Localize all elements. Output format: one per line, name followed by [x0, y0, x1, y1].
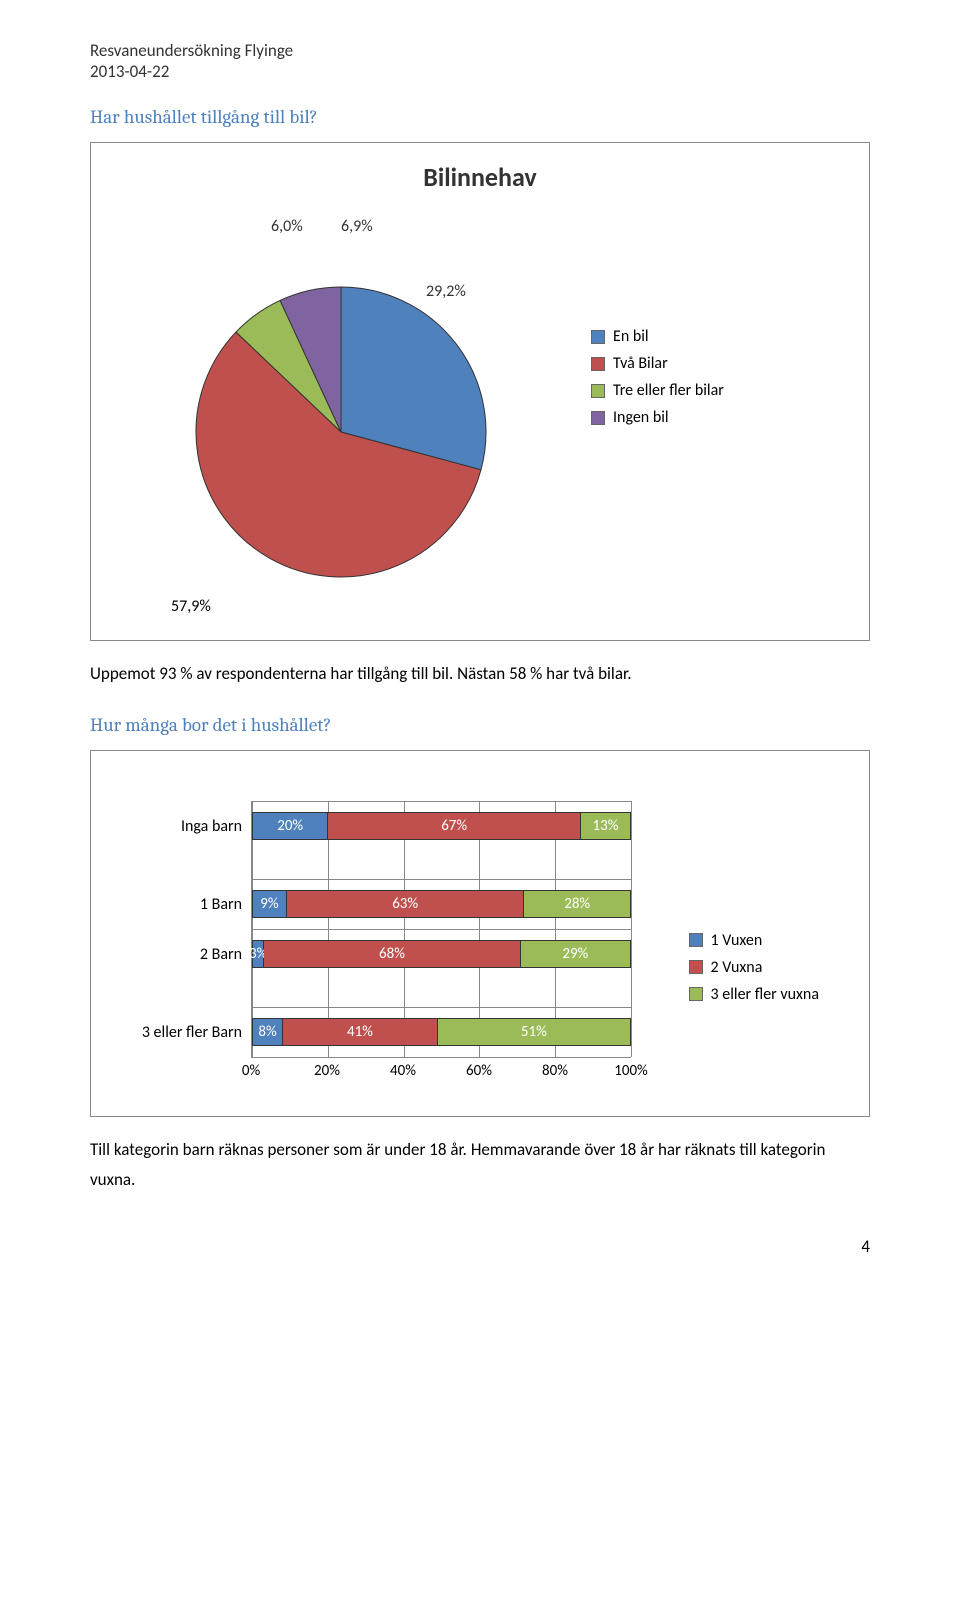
bar-row-1-barn: 1 Barn 9%63%28%	[252, 879, 631, 929]
bar-segment: 68%	[264, 941, 520, 967]
swatch-icon	[689, 987, 703, 1001]
section2-heading: Hur många bor det i hushållet?	[90, 714, 870, 736]
legend-ingen-bil: Ingen bil	[591, 408, 724, 427]
legend-tre-eller-fler: Tre eller fler bilar	[591, 381, 724, 400]
legend-2-vuxna: 2 Vuxna	[689, 958, 819, 977]
bar-row-inga-barn: Inga barn 20%67%13%	[252, 801, 631, 851]
stacked-bar: 9%63%28%	[252, 890, 631, 918]
bar-row-3-fler-barn: 3 eller fler Barn 8%41%51%	[252, 1007, 631, 1057]
swatch-icon	[591, 384, 605, 398]
doc-header: Resvaneundersökning Flyinge 2013-04-22	[90, 40, 870, 82]
bar-segment: 8%	[253, 1019, 283, 1045]
legend-label: Ingen bil	[613, 408, 669, 427]
header-date: 2013-04-22	[90, 61, 870, 82]
legend-tva-bilar: Två Bilar	[591, 354, 724, 373]
legend-label: Två Bilar	[613, 354, 668, 373]
swatch-icon	[591, 357, 605, 371]
x-tick: 80%	[542, 1062, 568, 1080]
pie-chart-title: Bilinnehav	[121, 161, 839, 193]
bar-chart-box: Inga barn 20%67%13% 1 Barn 9%63%28% 2 Ba…	[90, 750, 870, 1117]
pie-chart-box: Bilinnehav 6,0% 6,9% 29,2% En bil Två Bi…	[90, 142, 870, 641]
legend-3-fler-vuxna: 3 eller fler vuxna	[689, 985, 819, 1004]
x-tick: 40%	[390, 1062, 416, 1080]
bar-segment: 51%	[438, 1019, 630, 1045]
bar-cat-label: 1 Barn	[122, 895, 242, 914]
bar-segment: 41%	[283, 1019, 438, 1045]
bar-segment: 67%	[328, 813, 581, 839]
bar-legend: 1 Vuxen 2 Vuxna 3 eller fler vuxna	[689, 931, 819, 1012]
swatch-icon	[591, 330, 605, 344]
swatch-icon	[689, 933, 703, 947]
bar-cat-label: Inga barn	[122, 817, 242, 836]
bar-segment: 13%	[581, 813, 630, 839]
x-tick: 20%	[314, 1062, 340, 1080]
legend-label: 3 eller fler vuxna	[711, 985, 819, 1004]
section1-body: Uppemot 93 % av respondenterna har tillg…	[90, 659, 870, 690]
legend-en-bil: En bil	[591, 327, 724, 346]
bar-segment: 63%	[287, 891, 525, 917]
pie-label-29-2: 29,2%	[426, 282, 466, 301]
pie-label-6-0: 6,0%	[271, 217, 303, 236]
swatch-icon	[591, 411, 605, 425]
pie-chart: 6,0% 6,9% 29,2%	[151, 207, 531, 587]
x-tick: 60%	[466, 1062, 492, 1080]
x-axis: 0% 20% 40% 60% 80% 100%	[251, 1058, 631, 1086]
page-number: 4	[90, 1236, 870, 1257]
section1-heading: Har hushållet tillgång till bil?	[90, 106, 870, 128]
legend-1-vuxen: 1 Vuxen	[689, 931, 819, 950]
bar-chart: Inga barn 20%67%13% 1 Barn 9%63%28% 2 Ba…	[251, 801, 631, 1058]
stacked-bar: 8%41%51%	[252, 1018, 631, 1046]
bar-row-2-barn: 2 Barn 3%68%29%	[252, 929, 631, 979]
pie-label-6-9: 6,9%	[341, 217, 373, 236]
legend-label: 2 Vuxna	[711, 958, 763, 977]
stacked-bar: 20%67%13%	[252, 812, 631, 840]
pie-legend: En bil Två Bilar Tre eller fler bilar In…	[591, 327, 724, 435]
bar-cat-label: 3 eller fler Barn	[122, 1023, 242, 1042]
bar-segment: 28%	[524, 891, 630, 917]
legend-label: Tre eller fler bilar	[613, 381, 724, 400]
bar-cat-label: 2 Barn	[122, 945, 242, 964]
x-tick: 0%	[242, 1062, 260, 1080]
bar-segment: 20%	[253, 813, 328, 839]
bar-segment: 9%	[253, 891, 287, 917]
legend-label: En bil	[613, 327, 649, 346]
stacked-bar: 3%68%29%	[252, 940, 631, 968]
x-tick: 100%	[614, 1062, 648, 1080]
legend-label: 1 Vuxen	[711, 931, 763, 950]
pie-label-57-9: 57,9%	[171, 597, 839, 616]
header-title: Resvaneundersökning Flyinge	[90, 40, 870, 61]
swatch-icon	[689, 960, 703, 974]
bar-segment: 3%	[253, 941, 264, 967]
section2-body: Till kategorin barn räknas personer som …	[90, 1135, 870, 1196]
bar-segment: 29%	[521, 941, 630, 967]
